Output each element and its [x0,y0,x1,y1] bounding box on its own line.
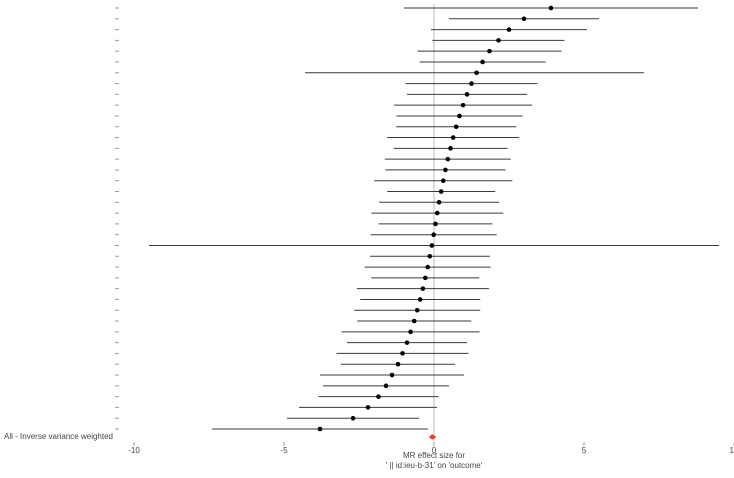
point [457,113,462,119]
point [443,167,448,173]
point [441,178,446,184]
x-axis-label: MR effect size for [403,451,465,460]
point [411,318,417,324]
point [548,5,554,11]
point [435,210,440,216]
point [317,426,323,432]
point [383,383,389,389]
x-tick-label: -10 [128,446,140,455]
point [445,156,451,162]
x-axis-label: ' || id:ieu-b-31' on 'outcome' [386,461,483,470]
point [376,394,381,399]
point [425,264,431,270]
point [521,16,527,22]
point [404,340,410,345]
summary-point [430,434,435,440]
point [453,124,459,130]
point [365,405,371,410]
point [438,189,444,194]
point [433,221,438,227]
point [400,351,405,356]
point [408,329,413,335]
point [427,253,433,259]
point [464,92,470,97]
point [420,286,426,291]
x-tick-label: 10 [730,446,734,455]
point [469,81,474,86]
point [480,59,485,65]
x-tick-label: 0 [432,446,437,455]
x-tick-label: -5 [280,446,288,455]
point [460,102,466,108]
point [429,243,435,248]
point [448,146,453,151]
point [474,70,479,76]
point [487,48,492,54]
x-tick-label: 5 [582,446,587,455]
point [389,372,395,378]
point [417,297,423,302]
point [431,232,437,237]
point [506,27,512,32]
point [450,135,456,140]
y-tick-label: All - Inverse variance weighted [4,432,113,441]
point [496,38,501,43]
point [350,415,356,421]
point [414,307,420,313]
point [395,361,401,367]
point [436,200,442,205]
point [423,275,428,281]
